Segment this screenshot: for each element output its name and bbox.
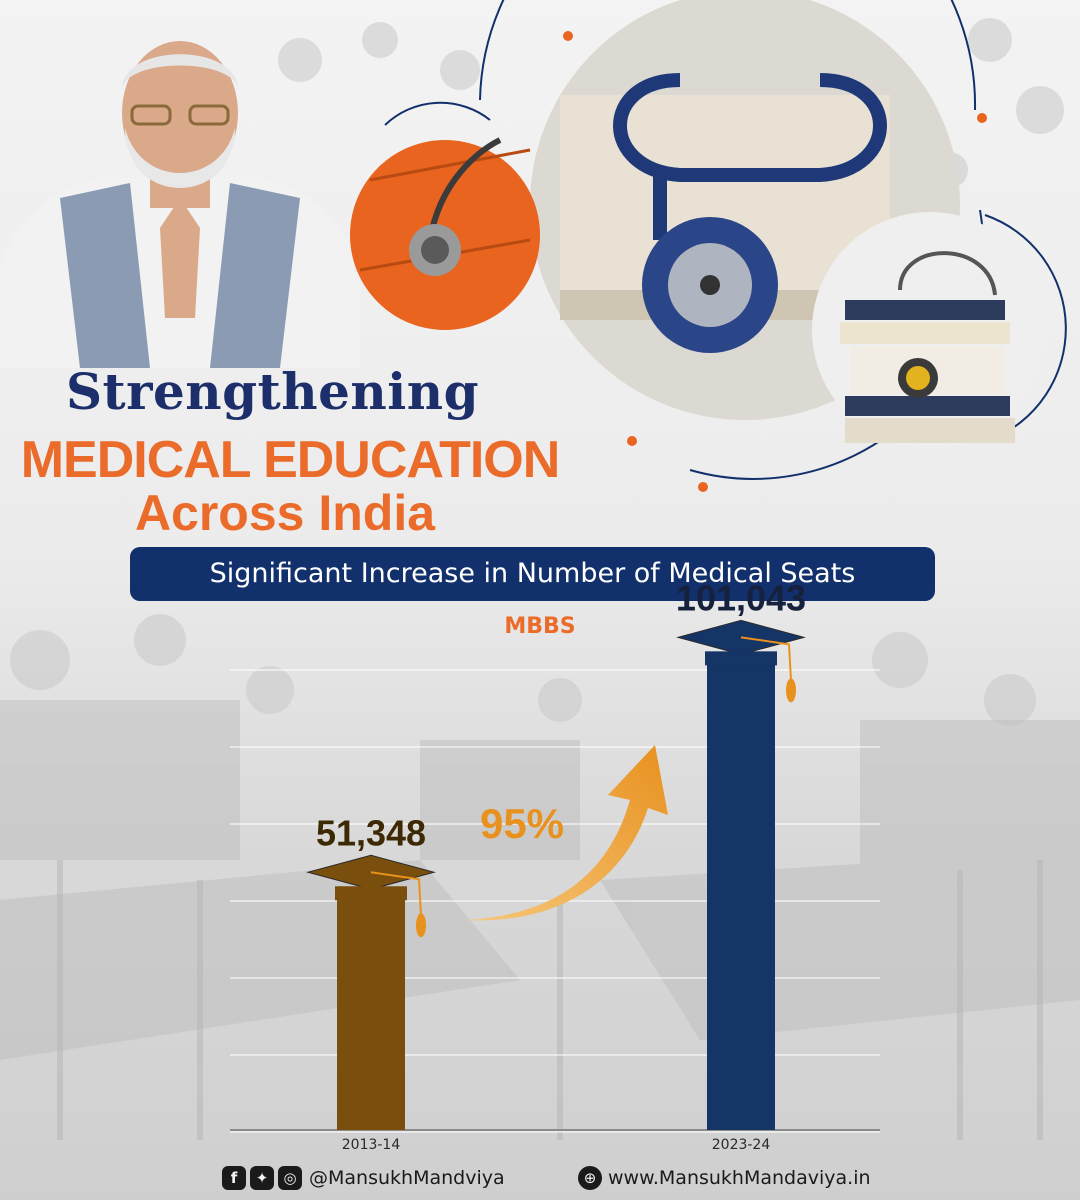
growth-arrow-icon — [465, 745, 668, 921]
cap-tassel-cord — [740, 636, 792, 681]
footer: f ✦ ◎ @MansukhMandviya ⊕ www.MansukhMand… — [0, 1158, 1080, 1200]
social-handle[interactable]: @MansukhMandviya — [309, 1167, 505, 1189]
orange-stethoscope-photo — [350, 137, 540, 330]
facebook-icon[interactable]: f — [222, 1166, 246, 1190]
bar-value-label: 51,348 — [316, 812, 426, 853]
x-tick-label: 2023-24 — [712, 1137, 771, 1153]
decorative-dots — [563, 31, 987, 492]
social-links: f ✦ ◎ @MansukhMandviya — [222, 1166, 505, 1190]
series-label: MBBS — [504, 614, 576, 639]
headline-line-3: Across India — [134, 485, 436, 541]
cap-tassel — [786, 678, 796, 703]
subtitle-banner: Significant Increase in Number of Medica… — [130, 547, 935, 601]
leader-portrait — [0, 41, 360, 368]
website-url[interactable]: www.MansukhMandaviya.in — [608, 1167, 871, 1189]
twitter-icon[interactable]: ✦ — [250, 1166, 274, 1190]
medical-photo-collage — [350, 0, 1067, 492]
bar-2013-14 — [337, 887, 405, 1130]
cap-tassel-cord — [370, 871, 422, 916]
website-link: ⊕ www.MansukhMandaviya.in — [578, 1166, 871, 1190]
graduation-cap-base — [335, 886, 407, 901]
bar-value-label: 101,043 — [676, 577, 806, 618]
instagram-icon[interactable]: ◎ — [278, 1166, 302, 1190]
bar-2023-24 — [707, 652, 775, 1130]
growth-percent-label: 95% — [480, 800, 564, 847]
headline-line-2: MEDICAL EDUCATION — [20, 431, 561, 489]
globe-icon: ⊕ — [578, 1166, 602, 1190]
graduation-cap-base — [705, 651, 777, 666]
headline-line-1: Strengthening — [65, 362, 480, 421]
books-stethoscope-photo — [812, 212, 1048, 448]
x-tick-label: 2013-14 — [342, 1137, 401, 1153]
cap-tassel — [416, 913, 426, 938]
